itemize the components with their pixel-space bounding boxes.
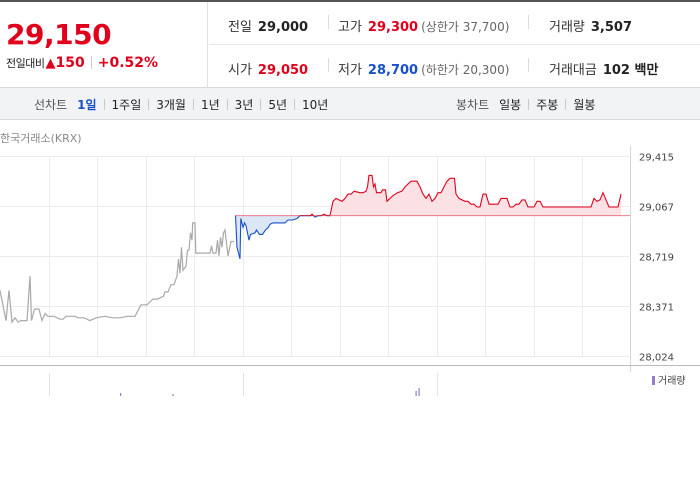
low-value: 28,700	[367, 63, 419, 78]
price-box: 29,150 전일대비▲150 +0.52%	[0, 2, 208, 88]
today-up-area	[310, 175, 621, 216]
open-label: 시가	[228, 63, 252, 78]
divider	[90, 56, 92, 69]
volume-bar	[120, 393, 122, 396]
high-value: 29,300	[367, 20, 419, 35]
candle-chart-tabs: 봉차트 일봉 주봉 월봉	[456, 96, 595, 113]
tab-period-2[interactable]: 3개월	[156, 98, 186, 112]
divider	[328, 58, 329, 72]
tab-divider	[148, 99, 150, 110]
tab-divider	[226, 99, 228, 110]
price-summary: 29,150 전일대비▲150 +0.52% 전일 29,000 고가 29,300(…	[0, 0, 700, 88]
y-tick-label: 28,024	[639, 353, 674, 364]
tab-candle-0[interactable]: 일봉	[499, 98, 522, 112]
divider	[328, 15, 329, 29]
volume-swatch	[652, 376, 655, 385]
tab-divider	[260, 99, 262, 110]
exchange-label: 한국거래소(KRX)	[0, 132, 82, 145]
tab-candle-1[interactable]: 주봉	[536, 98, 559, 112]
upper-limit: (상한가 37,700)	[421, 20, 510, 34]
high-stat: 고가 29,300 (상한가 37,700)	[338, 16, 509, 35]
line-chart-tabs: 선차트 1일 1주일 3개월 1년 3년 5년 10년	[34, 96, 328, 113]
today-series-line-down	[234, 215, 331, 259]
volume-value: 3,507	[590, 20, 633, 35]
change-amount: 150	[55, 55, 85, 71]
divider	[528, 15, 529, 29]
tab-divider	[528, 99, 530, 110]
prev-close-stat: 전일 29,000	[228, 16, 308, 35]
change-rate: +0.52%	[97, 55, 159, 71]
period-tab-list: 1일 1주일 3개월 1년 3년 5년 10년	[77, 98, 328, 112]
open-value: 29,050	[257, 63, 309, 78]
trade-value-value: 102 백만	[602, 63, 659, 78]
y-tick-label: 29,067	[639, 203, 674, 214]
tab-divider	[565, 99, 567, 110]
low-stat: 저가 28,700 (하한가 20,300)	[338, 59, 509, 78]
change-label: 전일대비	[6, 57, 45, 70]
intraday-chart: 29,415 29,067 28,719 28,371 28,024	[0, 146, 700, 396]
tab-candle-2[interactable]: 월봉	[573, 98, 596, 112]
today-series-line-up	[299, 174, 622, 216]
stats-row-1: 전일 29,000 고가 29,300 (상한가 37,700) 거래량 3,507	[209, 2, 700, 45]
tab-period-0[interactable]: 1일	[77, 98, 97, 112]
divider	[528, 58, 529, 72]
up-arrow-icon: ▲	[45, 56, 56, 71]
lower-limit: (하한가 20,300)	[421, 63, 510, 77]
low-label: 저가	[338, 63, 362, 78]
tab-period-5[interactable]: 5년	[268, 98, 288, 112]
trade-value-stat: 거래대금 102 백만	[549, 59, 658, 78]
tab-period-1[interactable]: 1주일	[111, 98, 142, 112]
volume-bar	[415, 391, 417, 396]
prev-close-label: 전일	[228, 20, 252, 35]
previous-day-series-line	[0, 222, 234, 324]
volume-stat: 거래량 3,507	[549, 16, 632, 35]
tab-period-3[interactable]: 1년	[200, 98, 220, 112]
candle-tab-list: 일봉 주봉 월봉	[499, 98, 595, 112]
stats-row-2: 시가 29,050 저가 28,700 (하한가 20,300) 거래대금 102 백만	[209, 45, 700, 88]
y-tick-label: 28,719	[639, 253, 674, 264]
today-down-area	[235, 215, 621, 259]
high-label: 고가	[338, 20, 362, 35]
trade-value-label: 거래대금	[549, 63, 597, 78]
volume-label: 거래량	[549, 20, 585, 35]
current-price: 29,150	[6, 18, 112, 51]
volume-legend-label: 거래량	[658, 376, 686, 387]
line-chart-title: 선차트	[34, 98, 68, 112]
tab-divider	[294, 99, 296, 110]
open-stat: 시가 29,050	[228, 59, 308, 78]
volume-bar	[172, 394, 174, 396]
prev-close-value: 29,000	[257, 20, 309, 35]
y-tick-label: 29,415	[639, 153, 674, 164]
y-tick-label: 28,371	[639, 303, 674, 314]
tab-divider	[192, 99, 194, 110]
volume-legend: 거래량	[652, 372, 686, 387]
tab-period-6[interactable]: 10년	[302, 98, 329, 112]
candle-chart-title: 봉차트	[456, 98, 490, 112]
tab-divider	[103, 99, 105, 110]
change-line: 전일대비▲150 +0.52%	[6, 55, 158, 71]
tab-period-4[interactable]: 3년	[234, 98, 254, 112]
chart-tabs-bar: 선차트 1일 1주일 3개월 1년 3년 5년 10년 봉차트 일봉 주봉 월봉	[0, 88, 700, 120]
volume-bar	[418, 388, 420, 396]
